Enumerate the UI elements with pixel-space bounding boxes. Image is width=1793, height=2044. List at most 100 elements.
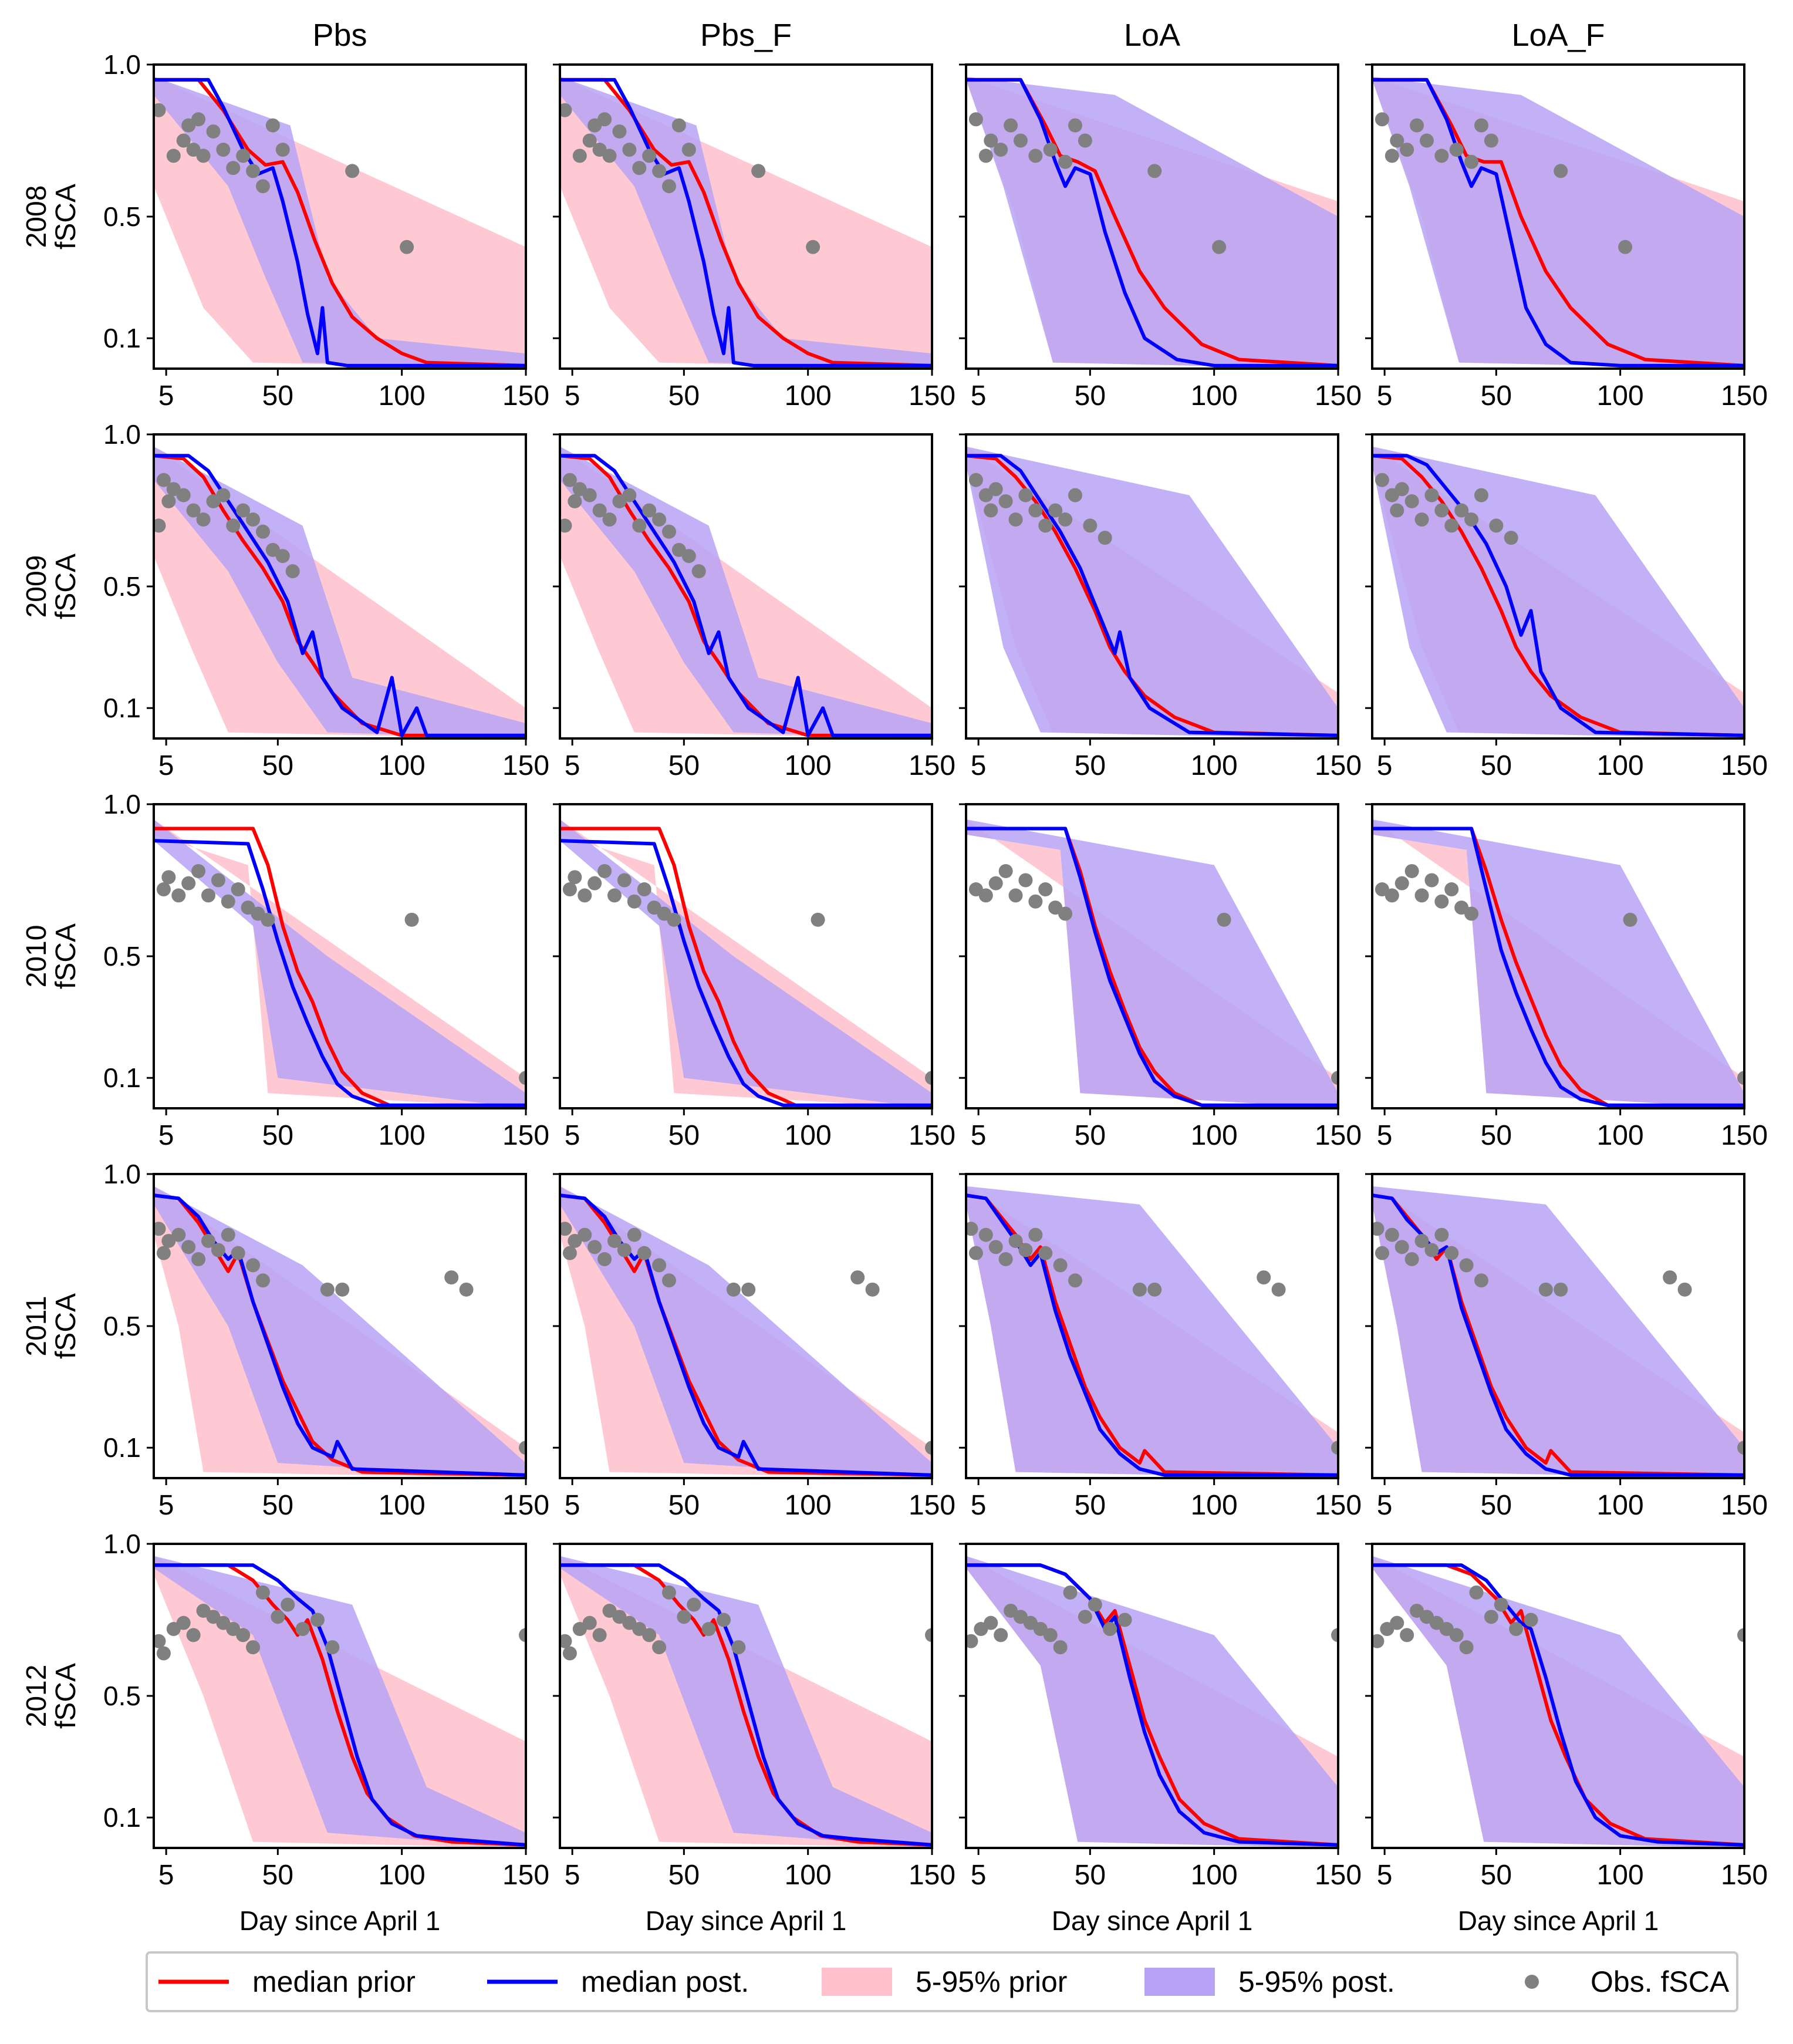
x-tick-label: 100 xyxy=(1597,380,1644,412)
obs-point xyxy=(320,1282,335,1297)
obs-point xyxy=(1048,503,1063,518)
obs-point xyxy=(925,1441,932,1455)
panel-plot-area xyxy=(966,1556,1338,1848)
obs-point xyxy=(1117,1613,1132,1627)
obs-point xyxy=(572,149,587,163)
obs-point xyxy=(1489,518,1504,533)
obs-point xyxy=(1028,1227,1043,1242)
obs-point xyxy=(1424,873,1439,888)
obs-point xyxy=(154,103,166,117)
obs-point xyxy=(246,512,261,527)
obs-point xyxy=(1434,149,1449,163)
obs-point xyxy=(751,164,766,178)
y-axis-label: fSCA xyxy=(50,554,82,619)
x-tick-label: 100 xyxy=(785,1490,832,1521)
obs-point xyxy=(1623,912,1637,927)
x-tick-label: 5 xyxy=(1377,750,1393,781)
legend: median prior median post. 5-95% prior 5-95%… xyxy=(146,1951,1738,2012)
obs-point xyxy=(271,1610,285,1624)
x-tick-label: 150 xyxy=(1721,750,1768,781)
obs-point xyxy=(1524,1613,1538,1627)
obs-point xyxy=(667,912,681,927)
panel-2012-pbs-f: 5 50 100 150 xyxy=(553,1543,955,1891)
obs-point xyxy=(1394,482,1409,497)
obs-point xyxy=(661,179,676,194)
obs-point xyxy=(562,882,577,897)
obs-point xyxy=(806,240,820,254)
panel-2011-pbs: 5 50 100 150 0.1 0.5 1.0 xyxy=(103,1159,549,1521)
legend-item-median-prior: median prior xyxy=(158,1965,416,1998)
y-tick-label: 1.0 xyxy=(103,49,141,80)
obs-point xyxy=(661,524,676,539)
panel-plot-area xyxy=(1372,1556,1744,1848)
obs-point xyxy=(687,1597,701,1612)
x-tick-label: 5 xyxy=(971,1120,987,1151)
obs-point xyxy=(404,912,419,927)
panel-plot-area xyxy=(560,1556,932,1848)
obs-point xyxy=(602,512,617,527)
obs-point xyxy=(998,494,1013,508)
posterior-band xyxy=(1372,819,1744,1108)
obs-point xyxy=(1400,1628,1414,1642)
legend-item-band-prior: 5-95% prior xyxy=(822,1965,1067,1998)
obs-point xyxy=(285,564,300,579)
median-post-line xyxy=(560,77,932,367)
obs-point xyxy=(1028,894,1043,909)
x-tick-label: 5 xyxy=(158,1860,174,1891)
panel-plot-area xyxy=(560,819,932,1108)
panel-plot-area xyxy=(966,446,1338,738)
panel-plot-area xyxy=(1372,1186,1744,1478)
y-tick-label: 0.1 xyxy=(103,693,141,723)
obs-point xyxy=(281,1597,295,1612)
obs-point xyxy=(597,112,612,127)
x-tick-label: 150 xyxy=(502,380,549,412)
obs-point xyxy=(295,1622,310,1637)
obs-point xyxy=(226,161,241,176)
posterior-band xyxy=(1372,76,1744,369)
median-post-line xyxy=(1372,827,1744,1107)
obs-point xyxy=(1083,518,1098,533)
x-tick-label: 50 xyxy=(1481,380,1512,412)
y-axis-label: fSCA xyxy=(50,923,82,989)
panel-2012-loa: 5 50 100 150 xyxy=(959,1543,1362,1891)
obs-point xyxy=(1008,512,1023,527)
obs-point xyxy=(1018,1243,1033,1257)
obs-point xyxy=(265,118,280,133)
obs-point xyxy=(560,518,572,533)
obs-point xyxy=(1331,1628,1338,1642)
obs-point xyxy=(176,488,191,502)
obs-point xyxy=(612,124,627,139)
obs-point xyxy=(1474,1273,1488,1288)
median-post-line xyxy=(1372,454,1744,737)
obs-point xyxy=(1004,118,1018,133)
x-tick-label: 100 xyxy=(785,1120,832,1151)
median-post-line xyxy=(966,454,1338,737)
obs-point xyxy=(1414,512,1429,527)
obs-point xyxy=(1394,876,1409,891)
y-tick-label: 1.0 xyxy=(103,419,141,450)
y-axis-label: fSCA xyxy=(50,1663,82,1729)
obs-point xyxy=(196,149,211,163)
x-tick-label: 100 xyxy=(1191,750,1238,781)
obs-point xyxy=(998,864,1013,878)
x-tick-label: 150 xyxy=(1315,1860,1362,1891)
x-tick-label: 150 xyxy=(502,750,549,781)
obs-point xyxy=(519,1441,526,1455)
obs-point xyxy=(998,1252,1013,1267)
obs-point xyxy=(1404,864,1419,878)
x-tick-label: 50 xyxy=(1481,1860,1512,1891)
obs-point xyxy=(617,1243,632,1257)
obs-point xyxy=(966,1634,978,1648)
obs-point xyxy=(191,864,206,878)
obs-point xyxy=(1385,149,1399,163)
obs-point xyxy=(560,103,572,117)
obs-point xyxy=(582,1615,597,1630)
median-prior-line xyxy=(1372,1563,1744,1847)
y-tick-label: 0.1 xyxy=(103,1432,141,1463)
panel-plot-area xyxy=(966,819,1338,1108)
x-tick-label: 150 xyxy=(1721,1490,1768,1521)
obs-point xyxy=(1484,133,1498,148)
x-tick-label: 5 xyxy=(158,1490,174,1521)
